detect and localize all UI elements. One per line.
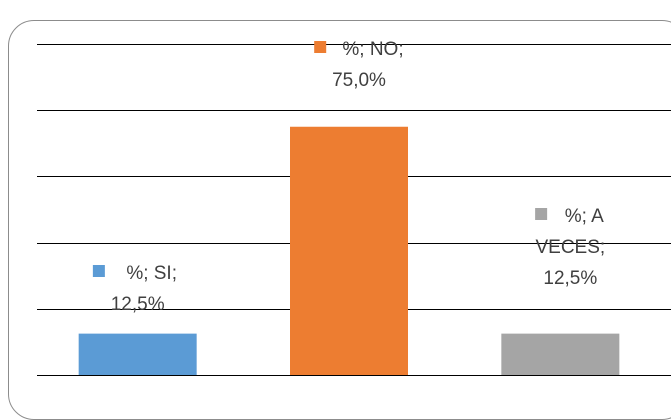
legend-key-icon (314, 41, 327, 53)
bar-no (290, 126, 408, 375)
data-label-si: %; SI; 12,5% (92, 263, 177, 315)
bars (78, 126, 620, 375)
data-label-a-veces: %; A VECES; 12,5% (535, 206, 605, 289)
legend-key-icon (92, 265, 105, 277)
data-label-line: %; SI; (126, 263, 177, 284)
data-labels: %; SI; 12,5% %; NO; 75,0% %; A VECES; 12,5% (92, 39, 605, 315)
data-label-no: %; NO; 75,0% (314, 39, 404, 91)
bar-a-veces (501, 333, 620, 375)
data-label-line: 75,0% (332, 70, 386, 91)
data-label-line: 12,5% (111, 294, 165, 315)
legend-key-icon (535, 208, 548, 220)
bar-si (78, 333, 197, 375)
data-label-line: %; NO; (342, 39, 403, 60)
data-label-line: VECES; (535, 237, 605, 258)
data-label-line: %; A (565, 206, 604, 227)
data-label-line: 12,5% (543, 268, 597, 289)
bar-chart: %; SI; 12,5% %; NO; 75,0% %; A VECES; 12,5% (37, 39, 671, 376)
